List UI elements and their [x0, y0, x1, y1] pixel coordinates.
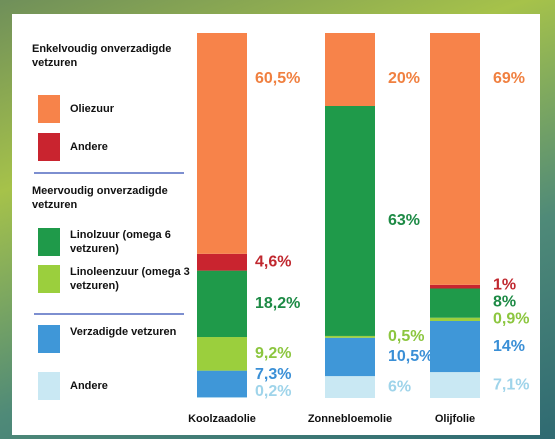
bar-segment — [325, 33, 375, 106]
legend-label: Linolzuur (omega 6 vetzuren) — [70, 229, 171, 255]
value-label: 0,9% — [493, 311, 529, 328]
bar-segment — [197, 397, 247, 398]
bar-segment — [197, 270, 247, 338]
x-tick-label: Zonnebloemolie — [308, 413, 392, 425]
value-label: 6% — [388, 378, 411, 395]
chart: 0,2%7,3% 9,2% 18,2% 4,6% 60,5% Koolzaadolie 6%… — [188, 33, 529, 425]
legend-swatch — [38, 95, 60, 123]
value-label: 8% — [493, 294, 516, 311]
value-label: 63% — [388, 212, 420, 229]
legend-label: Verzadigde vetzuren — [70, 326, 177, 338]
value-label: 20% — [388, 70, 420, 87]
legend-swatch — [38, 265, 60, 293]
legend-swatch — [38, 228, 60, 256]
value-label: 69% — [493, 70, 525, 87]
value-label: 0,5% — [388, 328, 424, 345]
bar-segment — [197, 33, 247, 254]
legend-label: Oliezuur — [70, 103, 115, 115]
value-label: 60,5% — [255, 70, 300, 87]
legend-swatch — [38, 372, 60, 400]
x-tick-label: Koolzaadolie — [188, 413, 256, 425]
bar-segment — [430, 372, 480, 398]
legend-heading: Enkelvoudig onverzadigde vetzuren — [32, 43, 172, 69]
legend-swatch — [38, 133, 60, 161]
bar-segment — [325, 337, 375, 377]
value-label: 18,2% — [255, 295, 300, 312]
x-tick-label: Olijfolie — [435, 413, 475, 425]
value-label: 7,1% — [493, 376, 529, 393]
chart-panel: Enkelvoudig onverzadigde vetzuren Meervo… — [12, 14, 540, 435]
legend-separator — [34, 172, 184, 174]
bar-segment — [430, 33, 480, 285]
bar-segment — [430, 284, 480, 289]
bar-segment — [325, 335, 375, 338]
legend-swatch — [38, 325, 60, 353]
value-label: 10,5% — [388, 348, 433, 365]
legend-label: Andere — [70, 380, 108, 392]
bar-segment — [325, 376, 375, 398]
bar-segment — [197, 337, 247, 371]
value-label: 7,3% — [255, 366, 291, 383]
legend-heading: Meervoudig onverzadigde vetzuren — [32, 185, 168, 211]
legend-label: Andere — [70, 141, 108, 153]
value-label: 9,2% — [255, 345, 291, 362]
bar-segment — [430, 288, 480, 318]
bar-segment — [430, 317, 480, 321]
bar-segment — [325, 106, 375, 336]
bar-segment — [197, 370, 247, 398]
bar-segment — [197, 253, 247, 271]
value-label: 0,2% — [255, 383, 291, 400]
legend-label: Linoleenzuur (omega 3 vetzuren) — [70, 266, 190, 292]
bar-segment — [430, 320, 480, 373]
value-label: 14% — [493, 338, 525, 355]
legend-separator — [34, 313, 184, 315]
value-label: 4,6% — [255, 253, 291, 270]
value-label: 1% — [493, 277, 516, 294]
